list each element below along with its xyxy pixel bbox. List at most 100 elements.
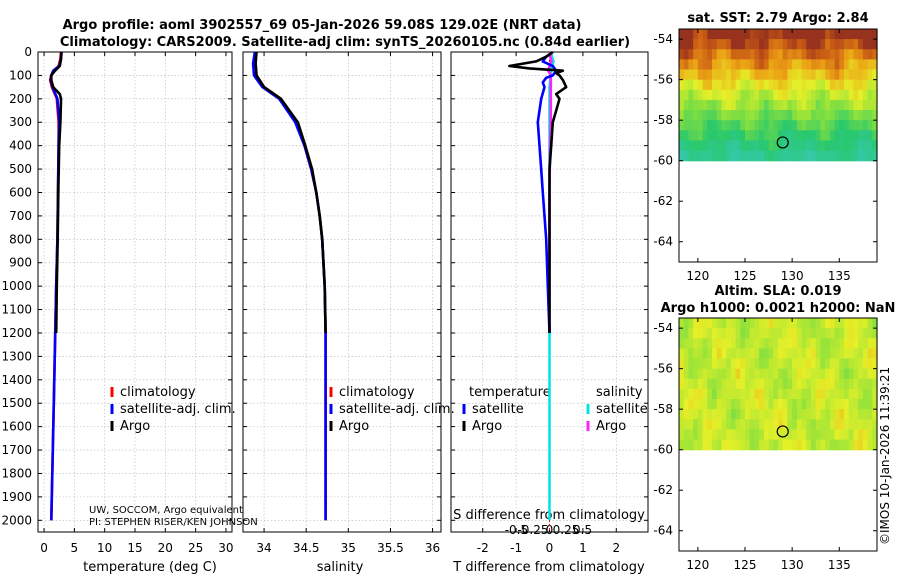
map-cell (697, 39, 704, 50)
map-cell (726, 89, 732, 101)
map-cell (773, 29, 779, 40)
map-cell (697, 388, 704, 400)
map-cell (721, 140, 727, 152)
map-cell (787, 388, 793, 400)
map-cell (815, 358, 821, 370)
map-cell (858, 378, 864, 390)
temp-legend-argo-label: Argo (120, 419, 150, 434)
map-cell (811, 79, 817, 91)
map-cell (693, 378, 699, 390)
map-cell (792, 79, 798, 91)
map-cell (782, 110, 788, 121)
map-cell (730, 318, 737, 329)
map-cell (712, 49, 718, 60)
temperature-xlabel: temperature (deg C) (83, 560, 217, 575)
map-cell (801, 150, 807, 162)
map-cell (806, 130, 812, 141)
map-cell (872, 59, 878, 71)
x-tick-label: 10 (97, 541, 112, 555)
map-cell (853, 318, 859, 329)
map-cell (872, 388, 878, 400)
map-cell (839, 439, 845, 451)
map-cell (820, 439, 826, 451)
map-cell (820, 140, 826, 152)
map-cell (825, 399, 831, 410)
map-cell (740, 99, 746, 111)
map-cell (829, 79, 836, 91)
map-x-tick-label: 135 (828, 269, 851, 283)
map-cell (712, 150, 718, 162)
map-cell (867, 130, 873, 141)
map-cell (712, 378, 718, 390)
map-cell (763, 140, 770, 152)
map-cell (778, 150, 784, 162)
map-cell (848, 89, 854, 101)
map-cell (679, 120, 685, 131)
map-cell (745, 318, 751, 329)
map-cell (697, 439, 704, 451)
map-cell (712, 79, 718, 91)
map-cell (716, 49, 722, 60)
map-cell (730, 120, 737, 131)
map-cell (697, 110, 704, 121)
axes-box (242, 51, 442, 533)
map-cell (707, 358, 713, 370)
map-cell (773, 89, 779, 101)
top-tick-label: 0.25 (553, 523, 580, 537)
diff-legend-t-satellite-label: satellite (472, 402, 524, 417)
map-cell (707, 399, 713, 410)
temp-legend-satellite-label: satellite-adj. clim. (120, 402, 236, 417)
map-cell (693, 69, 699, 81)
map-cell (815, 59, 821, 71)
map-x-tick-label: 120 (686, 558, 709, 572)
map-cell (858, 110, 864, 121)
map-cell (768, 439, 774, 451)
map-cell (721, 99, 727, 111)
map-cell (754, 368, 760, 380)
map-cell (773, 338, 779, 349)
map-cell (759, 348, 765, 360)
map-cell (721, 348, 727, 360)
map-cell (759, 439, 765, 451)
map-cell (801, 318, 807, 329)
map-cell (707, 69, 713, 81)
map-cell (839, 99, 845, 111)
map-cell (811, 69, 817, 81)
map-cell (796, 368, 803, 380)
map-cell (702, 368, 708, 380)
map-cell (683, 388, 689, 400)
map-cell (740, 338, 746, 349)
map-y-tick-label: -54 (653, 32, 673, 46)
map-cell (721, 419, 727, 430)
map-cell (801, 419, 807, 430)
map-cell (858, 399, 864, 410)
map-cell (707, 439, 713, 451)
map-cell (834, 130, 840, 141)
map-cell (726, 130, 732, 141)
map-cell (820, 120, 826, 131)
map-cell (740, 89, 746, 101)
map-cell (759, 99, 765, 111)
diff-legend-t-argo-label: Argo (472, 419, 502, 434)
legend-temperature-header: temperature (469, 385, 551, 400)
map-cell (683, 328, 689, 339)
map-cell (848, 439, 854, 451)
map-cell (796, 140, 803, 152)
map-y-tick-label: -56 (653, 362, 673, 376)
map-cell (730, 368, 737, 380)
map-cell (688, 140, 694, 152)
map-cell (806, 338, 812, 349)
map-cell (844, 439, 850, 451)
map-cell (853, 419, 859, 430)
map-cell (834, 368, 840, 380)
map-cell (844, 59, 850, 71)
map-cell (712, 388, 718, 400)
map-cell (768, 358, 774, 370)
map-cell (773, 348, 779, 360)
map-cell (862, 29, 869, 40)
map-cell (792, 338, 798, 349)
map-cell (721, 399, 727, 410)
map-cell (716, 328, 722, 339)
difference-xlabel: T difference from climatology (452, 560, 645, 575)
map-cell (778, 29, 784, 40)
